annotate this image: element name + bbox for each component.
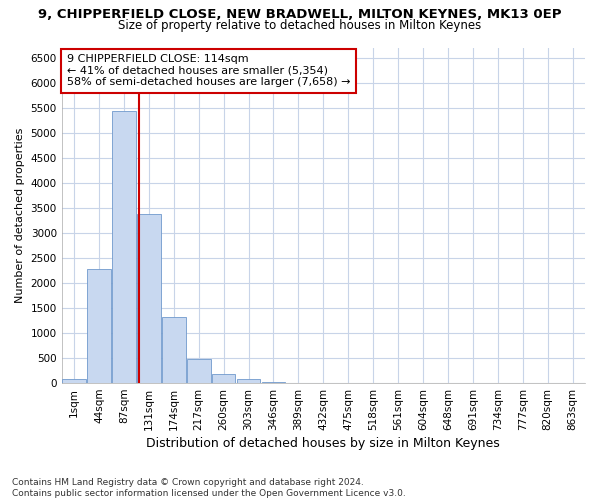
Bar	[62, 380, 86, 383]
Bar	[112, 111, 136, 383]
Bar	[162, 318, 185, 383]
X-axis label: Distribution of detached houses by size in Milton Keynes: Distribution of detached houses by size …	[146, 437, 500, 450]
Text: 9 CHIPPERFIELD CLOSE: 114sqm
← 41% of detached houses are smaller (5,354)
58% of: 9 CHIPPERFIELD CLOSE: 114sqm ← 41% of de…	[67, 54, 350, 88]
Bar	[262, 382, 286, 383]
Bar	[87, 269, 111, 383]
Text: 9, CHIPPERFIELD CLOSE, NEW BRADWELL, MILTON KEYNES, MK13 0EP: 9, CHIPPERFIELD CLOSE, NEW BRADWELL, MIL…	[38, 8, 562, 20]
Bar	[187, 359, 211, 383]
Y-axis label: Number of detached properties: Number of detached properties	[15, 128, 25, 303]
Bar	[137, 214, 161, 383]
Text: Contains HM Land Registry data © Crown copyright and database right 2024.
Contai: Contains HM Land Registry data © Crown c…	[12, 478, 406, 498]
Bar	[212, 374, 235, 383]
Text: Size of property relative to detached houses in Milton Keynes: Size of property relative to detached ho…	[118, 18, 482, 32]
Bar	[237, 378, 260, 383]
